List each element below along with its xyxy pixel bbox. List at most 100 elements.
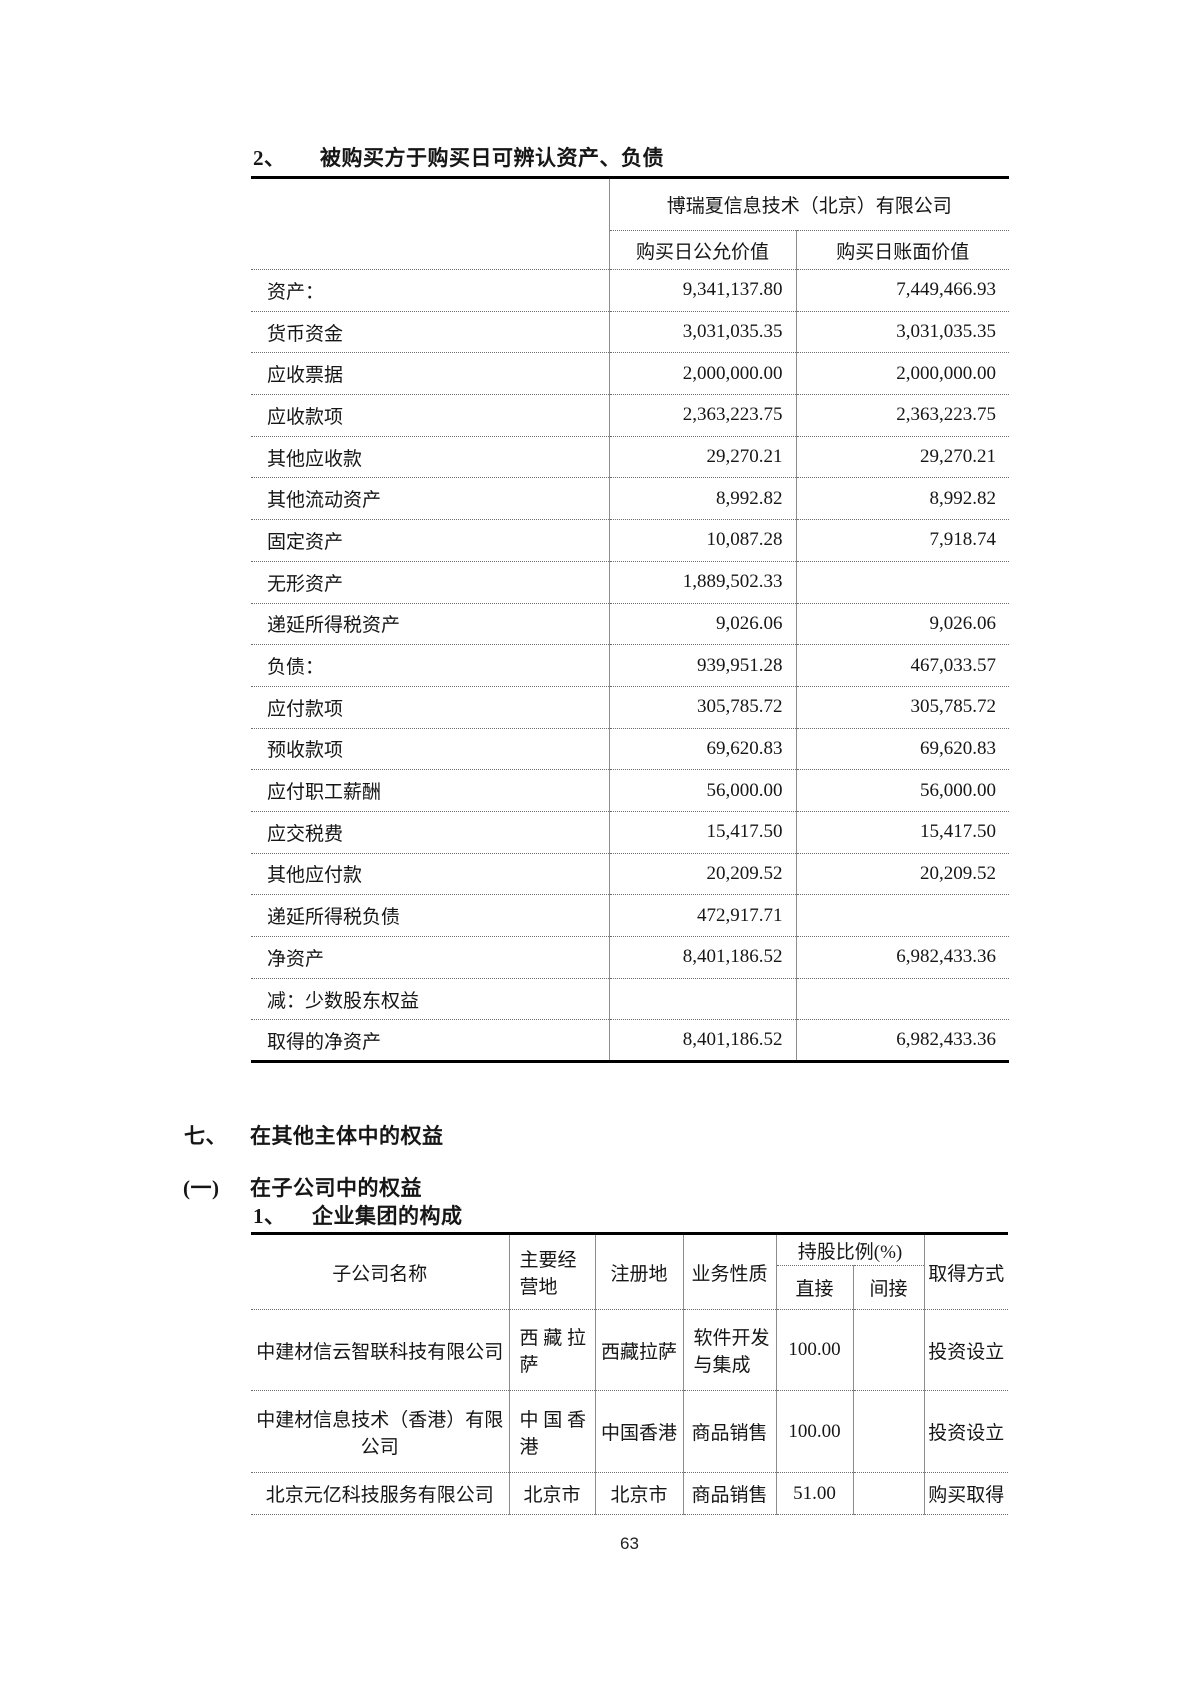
- col-indirect: 间接: [852, 1265, 925, 1310]
- fair-value-cell: 939,951.28: [608, 644, 796, 687]
- item1-number: 1、: [253, 1204, 286, 1228]
- row-label: 固定资产: [251, 519, 609, 562]
- fair-value-cell: 56,000.00: [608, 769, 796, 812]
- row-label: 负债：: [251, 644, 609, 687]
- direct-ratio-cell: 100.00: [775, 1390, 853, 1473]
- method-cell: 投资设立: [923, 1390, 1009, 1473]
- book-value-cell: 15,417.50: [795, 811, 1010, 854]
- table1-company-row: 博瑞夏信息技术（北京）有限公司: [251, 177, 1010, 231]
- registry-cell: 北京市: [594, 1472, 683, 1515]
- business-cell: 商品销售: [682, 1390, 776, 1473]
- fair-value-cell: 3,031,035.35: [608, 311, 796, 354]
- book-value-cell: 56,000.00: [795, 769, 1010, 812]
- fair-value-cell: 15,417.50: [608, 811, 796, 854]
- fair-value-cell: 29,270.21: [608, 436, 796, 479]
- table-row: 递延所得税资产 9,026.06 9,026.06: [251, 603, 1010, 646]
- table-row: 应付职工薪酬 56,000.00 56,000.00: [251, 769, 1010, 812]
- acquiree-assets-liabilities-table: 博瑞夏信息技术（北京）有限公司 购买日公允价值 购买日账面价值 资产： 9,341…: [251, 176, 1010, 1064]
- fair-value-cell: 9,341,137.80: [608, 269, 796, 312]
- table1-col-book-value: 购买日账面价值: [795, 230, 1010, 270]
- row-label: 预收款项: [251, 728, 609, 771]
- table-row: 递延所得税负债 472,917.71: [251, 894, 1010, 937]
- main-place-cell: 西 藏 拉 萨: [508, 1309, 595, 1391]
- table1-empty-corner2: [251, 230, 609, 270]
- book-value-cell: 2,363,223.75: [795, 394, 1010, 437]
- col-registry: 注册地: [594, 1233, 683, 1310]
- book-value-cell: 20,209.52: [795, 853, 1010, 896]
- section2-title: 被购买方于购买日可辨认资产、负债: [320, 146, 664, 170]
- row-label: 递延所得税负债: [251, 894, 609, 937]
- table1-col-fair-value: 购买日公允价值: [608, 230, 796, 270]
- row-label: 其他应付款: [251, 853, 609, 896]
- subsidiary-name: 中建材信息技术（香港）有限公司: [251, 1390, 509, 1473]
- direct-ratio-cell: 100.00: [775, 1309, 853, 1391]
- section2-heading: 2、 被购买方于购买日可辨认资产、负债: [253, 142, 664, 172]
- table-row: 应交税费 15,417.50 15,417.50: [251, 811, 1010, 854]
- col-acquisition-method: 取得方式: [923, 1233, 1009, 1310]
- item1-heading: 1、 企业集团的构成: [253, 1200, 463, 1230]
- table2-body: 中建材信云智联科技有限公司 西 藏 拉 萨 西藏拉萨 软件开发 与集成 100.…: [251, 1309, 1009, 1515]
- col-main-place: 主要经 营地: [508, 1233, 595, 1310]
- row-label: 应付款项: [251, 686, 609, 729]
- fair-value-cell: 8,992.82: [608, 477, 796, 521]
- book-value-cell: 6,982,433.36: [795, 936, 1010, 979]
- fair-value-cell: 305,785.72: [608, 686, 796, 729]
- indirect-ratio-cell: [852, 1390, 925, 1473]
- table-row: 应收款项 2,363,223.75 2,363,223.75: [251, 394, 1010, 437]
- table-row: 其他应付款 20,209.52 20,209.52: [251, 853, 1010, 896]
- table-row: 减：少数股东权益: [251, 978, 1010, 1021]
- fair-value-cell: 9,026.06: [608, 603, 796, 646]
- subsection1-title: 在子公司中的权益: [250, 1176, 422, 1200]
- book-value-cell: 7,918.74: [795, 519, 1010, 562]
- book-value-cell: 3,031,035.35: [795, 311, 1010, 354]
- table-row: 货币资金 3,031,035.35 3,031,035.35: [251, 311, 1010, 354]
- row-label: 递延所得税资产: [251, 603, 609, 646]
- section7-title: 在其他主体中的权益: [250, 1124, 444, 1148]
- fair-value-cell: 10,087.28: [608, 519, 796, 562]
- table2-header: 子公司名称 主要经 营地 注册地 业务性质 持股比例(%) 取得方式 直接 间接: [251, 1233, 1009, 1310]
- row-label: 资产：: [251, 269, 609, 312]
- book-value-cell: 6,982,433.36: [795, 1019, 1010, 1063]
- fair-value-cell: 8,401,186.52: [608, 936, 796, 979]
- subsidiaries-table: 子公司名称 主要经 营地 注册地 业务性质 持股比例(%) 取得方式 直接 间接…: [251, 1232, 1009, 1515]
- page-number: 63: [620, 1534, 639, 1553]
- col-subsidiary-name: 子公司名称: [251, 1233, 509, 1310]
- table-row: 中建材信息技术（香港）有限公司 中 国 香 港 中国香港 商品销售 100.00…: [251, 1390, 1009, 1473]
- registry-cell: 西藏拉萨: [594, 1309, 683, 1391]
- indirect-ratio-cell: [852, 1472, 925, 1515]
- book-value-cell: 305,785.72: [795, 686, 1010, 729]
- main-place-cell: 中 国 香 港: [508, 1390, 595, 1473]
- row-label: 应收票据: [251, 352, 609, 396]
- row-label: 应交税费: [251, 811, 609, 854]
- direct-ratio-cell: 51.00: [775, 1472, 853, 1515]
- section2-number: 2、: [253, 146, 286, 170]
- fair-value-cell: 8,401,186.52: [608, 1019, 796, 1063]
- fair-value-cell: [608, 978, 796, 1021]
- item1-title: 企业集团的构成: [312, 1204, 463, 1228]
- table1-company-name: 博瑞夏信息技术（北京）有限公司: [608, 177, 1010, 231]
- row-label: 应付职工薪酬: [251, 769, 609, 812]
- table-row: 中建材信云智联科技有限公司 西 藏 拉 萨 西藏拉萨 软件开发 与集成 100.…: [251, 1309, 1009, 1391]
- registry-cell: 中国香港: [594, 1390, 683, 1473]
- method-cell: 购买取得: [923, 1472, 1009, 1515]
- row-label: 其他应收款: [251, 436, 609, 479]
- row-label: 其他流动资产: [251, 477, 609, 521]
- subsidiary-name: 中建材信云智联科技有限公司: [251, 1309, 509, 1391]
- subsection1-heading: (一) 在子公司中的权益: [183, 1172, 422, 1202]
- table-row: 固定资产 10,087.28 7,918.74: [251, 519, 1010, 562]
- book-value-cell: [795, 978, 1010, 1021]
- method-cell: 投资设立: [923, 1309, 1009, 1391]
- table-row: 其他应收款 29,270.21 29,270.21: [251, 436, 1010, 479]
- book-value-cell: 7,449,466.93: [795, 269, 1010, 312]
- table-row: 应收票据 2,000,000.00 2,000,000.00: [251, 352, 1010, 396]
- table-row: 应付款项 305,785.72 305,785.72: [251, 686, 1010, 729]
- subsection1-number: (一): [183, 1176, 220, 1200]
- table2-header-row-sub: 直接 间接: [251, 1265, 1008, 1310]
- book-value-cell: 69,620.83: [795, 728, 1010, 771]
- row-label: 减：少数股东权益: [251, 978, 609, 1021]
- table-row: 预收款项 69,620.83 69,620.83: [251, 728, 1010, 771]
- book-value-cell: 29,270.21: [795, 436, 1010, 479]
- col-direct: 直接: [775, 1265, 853, 1310]
- fair-value-cell: 2,363,223.75: [608, 394, 796, 437]
